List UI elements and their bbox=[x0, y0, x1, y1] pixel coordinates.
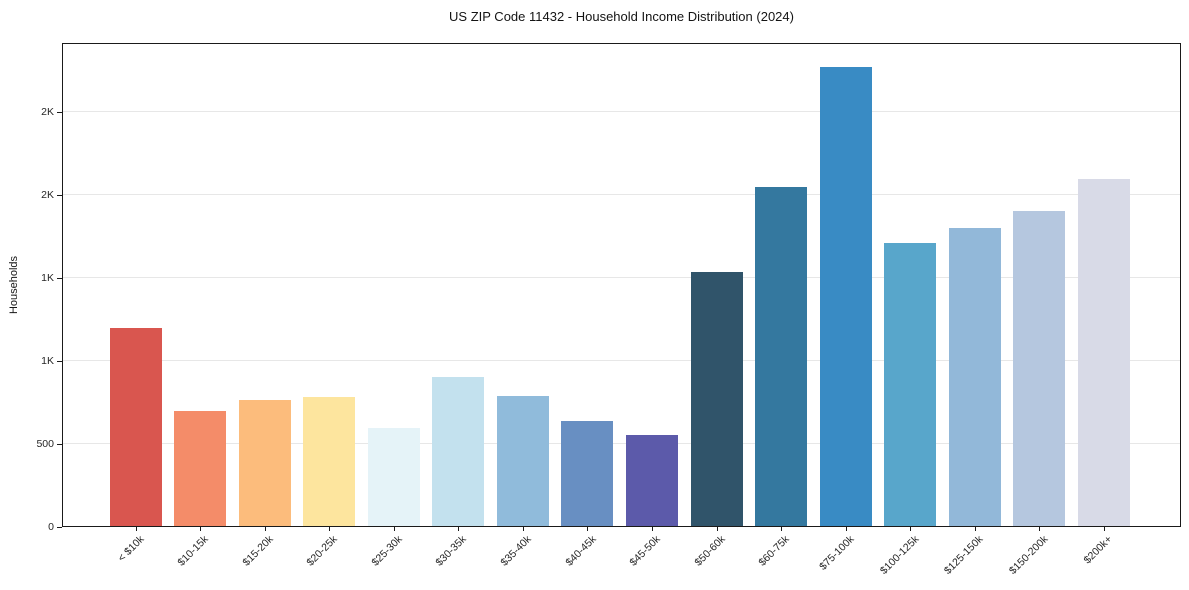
bar-10k bbox=[109, 328, 162, 526]
bar-75-100k bbox=[819, 67, 872, 526]
gridline bbox=[63, 277, 1180, 278]
y-tick-label: 1K bbox=[41, 354, 54, 367]
x-tick-label: $200k+ bbox=[1081, 533, 1115, 567]
x-tick-mark bbox=[910, 527, 912, 531]
bar-100-125k bbox=[884, 242, 937, 526]
x-tick-label: < $10k bbox=[115, 533, 147, 565]
y-axis-label: Households bbox=[8, 255, 20, 315]
x-tick-label: $125-150k bbox=[942, 533, 986, 577]
y-tick-mark bbox=[57, 278, 62, 279]
x-tick-mark bbox=[264, 527, 266, 531]
x-tick-label: $40-45k bbox=[562, 533, 599, 569]
x-tick-label: $20-25k bbox=[304, 533, 340, 569]
bar-50-60k bbox=[690, 272, 743, 526]
x-tick-mark bbox=[845, 527, 847, 531]
x-tick-label: $30-35k bbox=[433, 533, 470, 569]
x-tick-label: $45-50k bbox=[627, 533, 663, 569]
bar-200k+ bbox=[1078, 179, 1131, 526]
x-tick-label: $150-200k bbox=[1006, 533, 1051, 577]
bar-15-20k bbox=[238, 399, 291, 526]
x-tick-label: $25-30k bbox=[369, 533, 405, 569]
bar-125-150k bbox=[948, 228, 1001, 526]
y-tick-mark bbox=[57, 444, 62, 445]
x-tick-mark bbox=[458, 527, 460, 531]
bar-60-75k bbox=[755, 187, 808, 526]
x-tick-mark bbox=[587, 527, 589, 531]
gridline bbox=[63, 111, 1180, 112]
x-tick-label: $60-75k bbox=[756, 533, 792, 569]
chart-title: US ZIP Code 11432 - Household Income Dis… bbox=[449, 9, 794, 24]
bar-30-35k bbox=[432, 376, 485, 526]
y-tick-mark bbox=[57, 527, 62, 528]
gridline bbox=[63, 443, 1180, 444]
x-tick-mark bbox=[329, 527, 331, 531]
x-tick-mark bbox=[135, 527, 137, 531]
x-tick-label: $75-100k bbox=[817, 533, 857, 573]
x-tick-mark bbox=[393, 527, 395, 531]
x-tick-mark bbox=[974, 527, 976, 531]
x-tick-label: $50-60k bbox=[692, 533, 728, 569]
bar-35-40k bbox=[496, 395, 549, 526]
bar-25-30k bbox=[367, 428, 420, 526]
x-tick-mark bbox=[200, 527, 202, 531]
x-tick-mark bbox=[781, 527, 783, 531]
y-tick-mark bbox=[57, 195, 62, 196]
bar-10-15k bbox=[174, 411, 227, 526]
x-tick-mark bbox=[1039, 527, 1041, 531]
bar-20-25k bbox=[303, 396, 356, 526]
x-tick-mark bbox=[522, 527, 524, 531]
x-tick-label: $100-125k bbox=[877, 533, 922, 577]
bar-40-45k bbox=[561, 421, 614, 526]
gridline bbox=[63, 360, 1180, 361]
x-tick-mark bbox=[716, 527, 718, 531]
y-tick-mark bbox=[57, 112, 62, 113]
y-tick-label: 2K bbox=[41, 105, 54, 118]
x-tick-label: $10-15k bbox=[175, 533, 211, 569]
bar-45-50k bbox=[626, 434, 679, 526]
y-tick-label: 1K bbox=[41, 271, 54, 284]
bar-150-200k bbox=[1013, 210, 1066, 526]
y-tick-label: 0 bbox=[48, 520, 54, 533]
y-tick-label: 2K bbox=[41, 188, 54, 201]
y-tick-mark bbox=[57, 361, 62, 362]
x-tick-mark bbox=[1104, 527, 1106, 531]
y-tick-label: 500 bbox=[36, 437, 54, 450]
gridline bbox=[63, 194, 1180, 195]
x-tick-label: $15-20k bbox=[240, 533, 276, 569]
x-tick-mark bbox=[652, 527, 654, 531]
plot-area bbox=[62, 43, 1181, 527]
x-tick-label: $35-40k bbox=[498, 533, 534, 569]
